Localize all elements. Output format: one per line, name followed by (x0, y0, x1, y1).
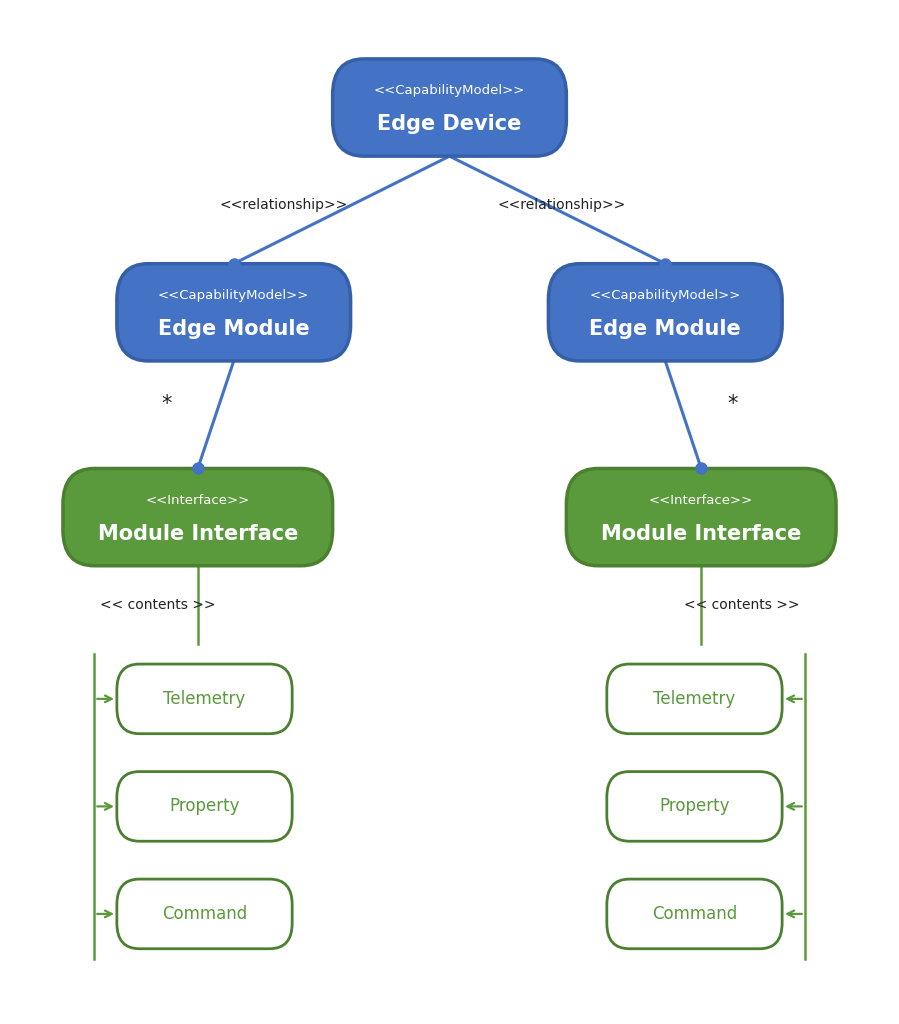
Text: Module Interface: Module Interface (601, 523, 801, 544)
Text: <<CapabilityModel>>: <<CapabilityModel>> (374, 85, 525, 97)
Text: <<Interface>>: <<Interface>> (146, 495, 250, 507)
FancyBboxPatch shape (117, 879, 292, 948)
Text: Edge Module: Edge Module (590, 318, 741, 339)
FancyBboxPatch shape (117, 665, 292, 733)
FancyBboxPatch shape (117, 264, 351, 361)
Text: Telemetry: Telemetry (654, 690, 735, 708)
FancyBboxPatch shape (607, 665, 782, 733)
Text: Command: Command (162, 905, 247, 923)
Text: Edge Device: Edge Device (378, 114, 521, 134)
Text: <<CapabilityModel>>: <<CapabilityModel>> (590, 290, 741, 302)
Text: <<CapabilityModel>>: <<CapabilityModel>> (158, 290, 309, 302)
Text: <<relationship>>: <<relationship>> (219, 198, 347, 212)
Text: Telemetry: Telemetry (164, 690, 245, 708)
FancyBboxPatch shape (333, 58, 566, 156)
FancyBboxPatch shape (548, 264, 782, 361)
FancyBboxPatch shape (607, 879, 782, 948)
Text: *: * (161, 394, 172, 415)
Text: Edge Module: Edge Module (158, 318, 309, 339)
Text: Property: Property (659, 798, 730, 815)
FancyBboxPatch shape (566, 469, 836, 565)
Text: *: * (727, 394, 738, 415)
Text: <<Interface>>: <<Interface>> (649, 495, 753, 507)
FancyBboxPatch shape (63, 469, 333, 565)
Text: Command: Command (652, 905, 737, 923)
Text: << contents >>: << contents >> (684, 598, 799, 611)
FancyBboxPatch shape (117, 772, 292, 842)
Text: << contents >>: << contents >> (100, 598, 215, 611)
Text: Module Interface: Module Interface (98, 523, 298, 544)
FancyBboxPatch shape (607, 772, 782, 842)
Text: <<relationship>>: <<relationship>> (498, 198, 626, 212)
Text: Property: Property (169, 798, 240, 815)
